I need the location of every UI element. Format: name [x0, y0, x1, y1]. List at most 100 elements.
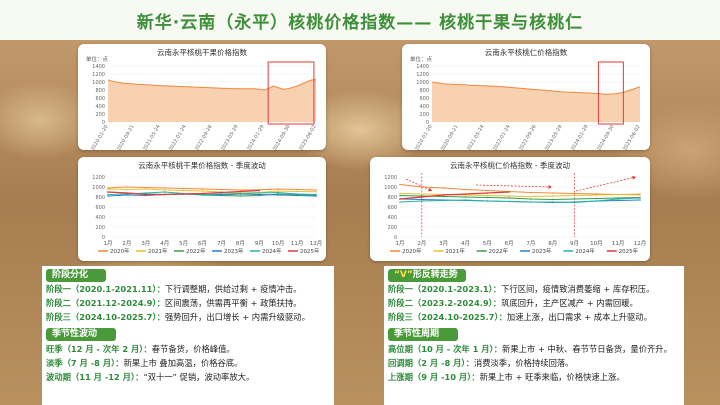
left-phase-3-label: 阶段三（2024.10-2025.7）： [46, 312, 165, 322]
trend-arrowhead [632, 175, 636, 180]
left-season-1-text: 春节备货，价格峰值。 [151, 344, 235, 354]
data-point [201, 190, 204, 192]
data-point [639, 199, 641, 201]
x-tick-label-5: 6月 [505, 240, 514, 247]
y-tick-label-3: 600 [419, 96, 429, 102]
y-tick-label-5: 1000 [92, 80, 105, 86]
x-tick-label-2: 2021-05-24 [142, 124, 162, 150]
x-tick-label-7: 2024-09-30 [272, 124, 292, 150]
data-point [573, 192, 576, 195]
chart-kernel-seasonal: 云南永平核桃仁价格指数 - 季度波动 0 200 400 600 800 1000 1200 1… [384, 160, 646, 255]
legend-label-0: 2020年 [110, 247, 130, 255]
data-point [486, 196, 489, 199]
data-point [126, 188, 128, 191]
data-point [163, 193, 166, 196]
right-phase-2-label: 阶段二（2023.2-2024.9）： [388, 298, 502, 308]
area-fill [432, 82, 640, 122]
trend-arrow [405, 178, 433, 192]
highlight-box [597, 61, 624, 125]
data-point [442, 194, 445, 196]
right-phase-3-label: 阶段三（2024.10-2025.7）： [388, 312, 507, 322]
data-point [277, 194, 279, 196]
right-season-2-text: 消费淡季，价格持续回落。 [473, 358, 574, 368]
data-point [486, 192, 489, 194]
legend-label-0: 2020年 [402, 247, 422, 255]
chart-dry-seasonal: 云南永平核桃干果价格指数 - 季度波动 0 200 400 600 800 1000 1200… [92, 160, 322, 255]
highlight-box [267, 61, 315, 125]
right-phase-header-text: 形反转走势 [412, 270, 458, 280]
left-season-2-text: 新果上市 叠加高温，价格谷底。 [123, 358, 243, 368]
data-point [464, 196, 467, 198]
x-tick-label-5: 2023-05-29 [220, 124, 240, 150]
y-tick-label-5: 1000 [416, 80, 429, 86]
data-point [315, 195, 317, 197]
right-season-1: 高位期（10 月 - 次年 1 月）：新果上市 + 中秋、春节节日备货，量价齐升… [388, 344, 672, 355]
chart-title: 云南永平核桃仁价格指数 - 季度波动 [450, 160, 570, 170]
data-point [163, 191, 166, 193]
y-tick-label-2: 400 [387, 215, 397, 221]
data-point [595, 197, 598, 200]
data-point [530, 201, 532, 203]
legend-label-3: 2023年 [532, 247, 552, 255]
data-point [464, 193, 467, 195]
chart-card-dry-seasonal: 云南永平核桃干果价格指数 - 季度波动 0 200 400 600 800 1000 1200… [78, 157, 326, 261]
y-tick-label-6: 1200 [92, 175, 105, 181]
y-tick-label-6: 1200 [416, 72, 429, 78]
y-tick-label-0: 0 [102, 235, 105, 241]
x-tick-label-0: 2020-01-20 [414, 124, 434, 150]
left-season-2-label: 淡季（7 月 -8 月）： [46, 358, 124, 368]
left-phase-header: 阶段分化 [46, 269, 106, 282]
title-bar: 新华·云南（永平）核桃价格指数—— 核桃干果与核桃仁 [0, 0, 720, 40]
y-tick-label-1: 200 [387, 225, 397, 231]
data-point [464, 188, 467, 191]
chart-title: 云南永平核桃干果价格指数 [157, 47, 247, 57]
data-point [399, 194, 401, 197]
left-season-3: 波动期（11 月 -12 月）：“双十一” 促销，波动率放大。 [46, 372, 254, 383]
data-point [182, 189, 185, 192]
data-point [201, 188, 204, 190]
data-point [277, 190, 279, 192]
x-tick-label-0: 2020-01-20 [90, 124, 110, 150]
x-tick-label-2: 3月 [141, 240, 150, 247]
y-tick-label-6: 1200 [92, 72, 105, 78]
x-tick-label-0: 1月 [104, 240, 113, 247]
right-season-1-text: 新果上市 + 中秋、春节节日备货，量价齐升。 [502, 344, 672, 354]
y-tick-label-1: 200 [419, 112, 429, 118]
right-season-2-label: 回调期（2 月 -8 月）： [388, 358, 474, 368]
x-tick-label-0: 1月 [396, 240, 405, 247]
left-season-1: 旺季（12 月 - 次年 2 月）：春节备货，价格峰值。 [46, 344, 235, 355]
right-season-1-label: 高位期（10 月 - 次年 1 月）： [388, 344, 503, 354]
trend-arrowhead [548, 184, 552, 189]
legend-label-4: 2024年 [575, 247, 595, 255]
data-point [639, 193, 641, 195]
data-point [595, 194, 598, 196]
right-phase-2-text: 筑底回升，主产区减产 + 内需回暖。 [501, 298, 638, 308]
right-season-header: 季节性周期 [388, 328, 458, 341]
data-point [315, 191, 317, 193]
right-phase-1-text: 下行区间，疫情致消费萎缩 + 库存积压。 [501, 284, 655, 294]
data-point [296, 188, 298, 191]
data-point [464, 199, 467, 201]
data-point [551, 198, 554, 201]
data-point [617, 199, 619, 202]
right-season-3-text: 新果上市 + 旺季来临，价格快速上涨。 [479, 372, 625, 382]
left-season-3-text: “双十一” 促销，波动率放大。 [143, 372, 255, 382]
chart-title: 云南永平核桃仁价格指数 [485, 47, 568, 57]
y-tick-label-7: 1400 [416, 64, 429, 70]
x-tick-label-8: 9月 [255, 240, 264, 247]
legend-label-1: 2021年 [445, 247, 465, 255]
right-phase-1-label: 阶段一（2020.1-2023.1）： [388, 284, 502, 294]
data-point [239, 189, 242, 191]
x-tick-label-8: 9月 [570, 240, 579, 247]
right-season-2: 回调期（2 月 -8 月）：消费淡季，价格持续回落。 [388, 358, 573, 369]
left-season-1-label: 旺季（12 月 - 次年 2 月）： [46, 344, 152, 354]
data-point [551, 201, 554, 203]
data-point [399, 192, 401, 195]
x-tick-label-4: 2022-09-26 [194, 124, 214, 150]
series-line-1 [107, 188, 317, 194]
data-point [201, 192, 204, 195]
data-point [442, 187, 445, 189]
data-point [399, 183, 401, 186]
